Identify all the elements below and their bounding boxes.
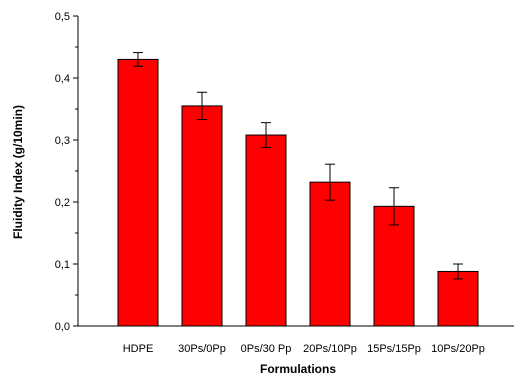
y-tick-label-0: 0,0: [55, 321, 70, 333]
bars-group: [117, 58, 479, 327]
bar-5: [437, 270, 479, 327]
error-bars-group: [133, 52, 463, 280]
x-tick-label-3: 20Ps/10Pp: [303, 343, 357, 355]
x-tick-label-4: 15Ps/15Pp: [367, 343, 421, 355]
bar-4: [373, 205, 415, 327]
y-axis-title: Fluidity Index (g/10min): [11, 105, 25, 239]
x-tick-label-2: 0Ps/30 Pp: [241, 343, 292, 355]
x-tick-label-0: HDPE: [123, 343, 154, 355]
x-tick-label-1: 30Ps/0Pp: [178, 343, 226, 355]
y-tick-label-4: 0,4: [55, 73, 70, 85]
y-tick-label-5: 0,5: [55, 11, 70, 23]
y-tick-label-1: 0,1: [55, 259, 70, 271]
x-axis-title: Formulations: [260, 362, 336, 376]
y-tick-label-3: 0,3: [55, 135, 70, 147]
bar-2: [245, 134, 287, 327]
axes-group: HDPE 30Ps/0Pp 0Ps/30 Pp 20Ps/10Pp 15Ps/15Pp 1…: [55, 11, 514, 355]
x-tick-label-5: 10Ps/20Pp: [431, 343, 485, 355]
y-tick-label-2: 0,2: [55, 197, 70, 209]
bar-1: [181, 105, 223, 327]
bar-0: [117, 58, 159, 327]
bar-3: [309, 181, 351, 327]
